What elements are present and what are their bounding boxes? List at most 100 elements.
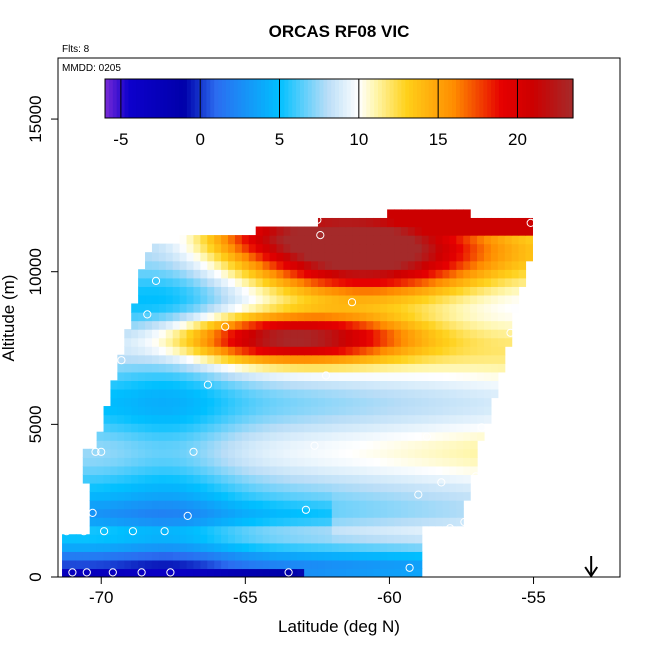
heat-cell — [117, 542, 125, 552]
heat-cell — [442, 397, 450, 407]
heat-cell — [145, 371, 153, 381]
heat-cell — [387, 465, 395, 476]
heat-cell — [241, 269, 250, 279]
heat-cell — [483, 346, 492, 356]
heat-cell — [373, 482, 381, 493]
heat-cell — [324, 431, 333, 441]
heat-cell — [186, 542, 195, 552]
heat-cell — [200, 542, 208, 552]
heat-cell — [214, 260, 222, 270]
heat-cell — [262, 269, 271, 279]
heat-cell — [186, 440, 195, 450]
heat-cell — [214, 465, 222, 476]
heat-cell — [324, 482, 333, 493]
heat-cell — [165, 243, 174, 253]
heat-cell — [110, 406, 118, 416]
heat-cell — [352, 354, 361, 364]
heat-cell — [490, 226, 499, 236]
heat-cell — [96, 457, 105, 467]
heat-cell — [234, 235, 243, 245]
heat-cell — [304, 482, 312, 493]
heat-cell — [124, 448, 132, 458]
heat-cell — [338, 312, 347, 322]
heat-cell — [131, 388, 139, 399]
heat-cell — [442, 235, 450, 245]
heat-cell — [145, 517, 153, 527]
heat-cell — [456, 423, 464, 433]
heat-cell — [179, 525, 188, 535]
heat-cell — [165, 294, 174, 305]
colorbar-swatch — [549, 79, 555, 118]
heat-cell — [324, 559, 333, 570]
heat-cell — [497, 260, 506, 270]
heat-cell — [400, 380, 409, 390]
heat-cell — [380, 500, 388, 510]
heat-cell — [317, 320, 326, 330]
heat-cell — [283, 380, 291, 390]
heat-cell — [470, 440, 478, 450]
heat-cell — [304, 312, 312, 322]
heat-cell — [124, 337, 132, 347]
heat-cell — [414, 286, 423, 296]
heat-cell — [262, 525, 271, 535]
heat-cell — [366, 380, 374, 390]
heat-cell — [428, 320, 437, 330]
heat-cell — [221, 448, 229, 458]
heat-cell — [483, 243, 492, 253]
heat-cell — [470, 320, 478, 330]
heat-cell — [241, 414, 250, 424]
heat-cell — [387, 517, 395, 527]
heat-cell — [269, 517, 278, 527]
heat-cell — [449, 500, 457, 510]
heat-cell — [442, 448, 450, 458]
heat-cell — [276, 482, 284, 493]
heat-cell — [304, 534, 312, 544]
heat-cell — [456, 312, 464, 322]
heat-cell — [158, 448, 167, 458]
heat-cell — [145, 482, 153, 493]
heat-cell — [138, 363, 146, 373]
heat-cell — [449, 440, 457, 450]
heat-cell — [449, 329, 457, 339]
heat-cell — [214, 286, 222, 296]
heat-cell — [172, 243, 181, 253]
heat-cell — [414, 568, 423, 577]
heat-cell — [262, 329, 271, 339]
heat-cell — [207, 354, 215, 364]
heat-cell — [158, 559, 167, 570]
heat-cell — [366, 551, 374, 561]
heat-cell — [477, 423, 485, 433]
heat-cell — [387, 294, 395, 305]
heat-cell — [359, 534, 367, 544]
heat-cell — [262, 551, 271, 561]
heat-cell — [234, 414, 243, 424]
heat-cell — [324, 252, 333, 262]
heat-cell — [207, 457, 215, 467]
heat-cell — [311, 371, 319, 381]
heat-cell — [449, 423, 457, 433]
heat-cell — [221, 423, 229, 433]
heat-cell — [407, 312, 416, 322]
heat-cell — [470, 269, 478, 279]
heat-cell — [407, 226, 416, 236]
heat-cell — [518, 260, 527, 270]
heat-cell — [394, 380, 402, 390]
heat-cell — [331, 534, 340, 544]
heat-cell — [248, 397, 257, 407]
heat-cell — [124, 534, 132, 544]
heat-cell — [421, 482, 430, 493]
heat-cell — [193, 551, 201, 561]
heat-cell — [463, 209, 471, 219]
heat-cell — [200, 354, 208, 364]
heat-cell — [331, 312, 340, 322]
heat-cell — [324, 525, 333, 535]
heat-cell — [62, 542, 70, 552]
heat-cell — [172, 346, 181, 356]
heat-cell — [241, 568, 250, 577]
heat-cell — [359, 303, 367, 313]
heat-cell — [504, 329, 513, 339]
heat-cell — [228, 457, 236, 467]
heat-cell — [311, 406, 319, 416]
heat-cell — [394, 354, 402, 364]
heat-cell — [311, 329, 319, 339]
